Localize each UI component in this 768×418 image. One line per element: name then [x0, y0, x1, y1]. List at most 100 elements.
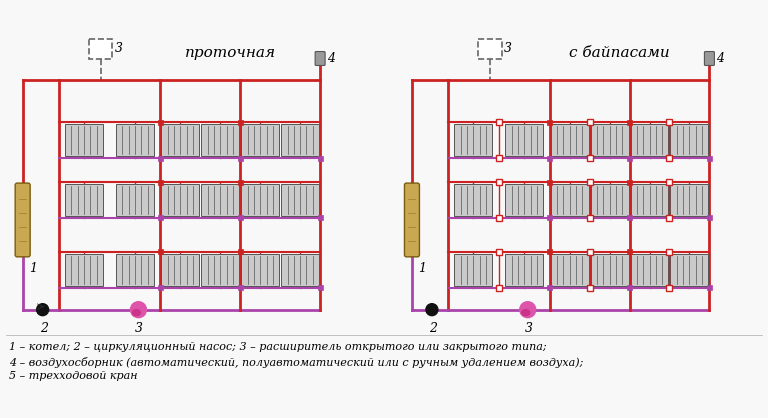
Text: 2: 2: [429, 321, 437, 335]
Bar: [667, 285, 673, 291]
Bar: [548, 120, 552, 125]
Bar: [627, 250, 632, 254]
Bar: [548, 250, 552, 254]
Bar: [548, 215, 552, 220]
Bar: [587, 215, 593, 221]
Bar: [281, 184, 319, 216]
Bar: [505, 184, 543, 216]
Bar: [670, 124, 708, 156]
Bar: [587, 119, 593, 125]
Bar: [318, 215, 323, 220]
Bar: [158, 120, 163, 125]
Bar: [496, 119, 502, 125]
Bar: [238, 250, 243, 254]
Bar: [548, 285, 552, 290]
Text: 3: 3: [134, 321, 142, 335]
Bar: [238, 215, 243, 220]
Bar: [116, 184, 154, 216]
Bar: [667, 215, 673, 221]
Ellipse shape: [520, 302, 536, 318]
Bar: [587, 249, 593, 255]
Text: 1 – котел; 2 – циркуляционный насос; 3 – расширитель открытого или закрытого тип: 1 – котел; 2 – циркуляционный насос; 3 –…: [8, 342, 546, 352]
Text: 5: 5: [556, 124, 564, 137]
Text: 1: 1: [418, 262, 426, 275]
Bar: [670, 184, 708, 216]
FancyBboxPatch shape: [405, 183, 419, 257]
Text: 3: 3: [504, 42, 511, 55]
Circle shape: [426, 304, 438, 316]
Bar: [238, 285, 243, 290]
Bar: [318, 155, 323, 161]
Bar: [158, 250, 163, 254]
Bar: [591, 124, 628, 156]
Bar: [667, 119, 673, 125]
FancyBboxPatch shape: [15, 183, 30, 257]
Bar: [627, 180, 632, 185]
Bar: [591, 184, 628, 216]
Bar: [238, 120, 243, 125]
Bar: [627, 285, 632, 290]
Bar: [667, 179, 673, 185]
Bar: [201, 254, 240, 286]
Bar: [158, 155, 163, 161]
Bar: [161, 254, 200, 286]
Bar: [505, 124, 543, 156]
Bar: [627, 155, 632, 161]
Bar: [551, 124, 588, 156]
Bar: [496, 179, 502, 185]
Bar: [496, 249, 502, 255]
Bar: [551, 184, 588, 216]
Bar: [631, 254, 668, 286]
Bar: [318, 285, 323, 290]
Bar: [670, 254, 708, 286]
Bar: [505, 254, 543, 286]
Bar: [667, 249, 673, 255]
Ellipse shape: [131, 302, 147, 318]
Circle shape: [37, 304, 48, 316]
Bar: [627, 215, 632, 220]
Text: 4: 4: [717, 52, 724, 65]
Text: с байпасами: с байпасами: [569, 46, 670, 59]
Bar: [631, 184, 668, 216]
Bar: [238, 155, 243, 161]
Bar: [241, 254, 280, 286]
Bar: [281, 254, 319, 286]
Text: 2: 2: [40, 321, 48, 335]
Bar: [548, 180, 552, 185]
Bar: [478, 38, 502, 59]
Bar: [548, 155, 552, 161]
Bar: [65, 184, 103, 216]
Bar: [707, 215, 712, 220]
Bar: [627, 120, 632, 125]
Bar: [158, 180, 163, 185]
Text: 3: 3: [525, 321, 533, 335]
Text: 1: 1: [28, 262, 37, 275]
Bar: [238, 180, 243, 185]
Bar: [587, 285, 593, 291]
Bar: [241, 184, 280, 216]
Bar: [201, 184, 240, 216]
Bar: [116, 124, 154, 156]
Bar: [158, 215, 163, 220]
Bar: [496, 155, 502, 161]
Bar: [158, 285, 163, 290]
Bar: [455, 184, 492, 216]
Bar: [241, 124, 280, 156]
Bar: [65, 124, 103, 156]
Bar: [667, 155, 673, 161]
Bar: [707, 155, 712, 161]
Text: 4 – воздухосборник (автоматический, полуавтоматический или с ручным удалением во: 4 – воздухосборник (автоматический, полу…: [8, 357, 583, 367]
Bar: [587, 155, 593, 161]
Bar: [707, 285, 712, 290]
FancyBboxPatch shape: [704, 51, 714, 66]
Bar: [631, 124, 668, 156]
FancyBboxPatch shape: [315, 51, 325, 66]
Bar: [591, 254, 628, 286]
Bar: [116, 254, 154, 286]
Text: 4: 4: [327, 52, 335, 65]
Bar: [551, 254, 588, 286]
Bar: [161, 184, 200, 216]
Text: проточная: проточная: [185, 46, 276, 59]
Bar: [496, 215, 502, 221]
Bar: [496, 285, 502, 291]
